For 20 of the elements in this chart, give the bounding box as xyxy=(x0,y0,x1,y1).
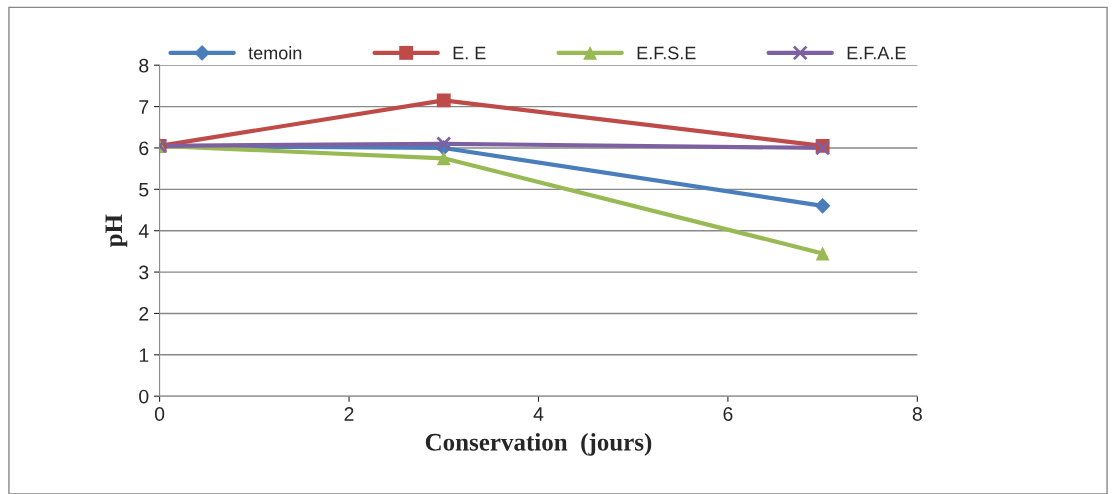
y-tick-label: 6 xyxy=(139,141,149,156)
y-axis-title: pH xyxy=(105,214,128,248)
y-tick-label: 4 xyxy=(138,224,149,238)
x-tick-label: 2 xyxy=(344,407,354,421)
x-tick-label: 4 xyxy=(533,407,544,421)
y-tick-label: 3 xyxy=(139,265,149,280)
y-tick-label: 2 xyxy=(139,306,149,321)
x-tick-label: 6 xyxy=(723,407,733,421)
x-tick-label: 8 xyxy=(912,407,922,421)
legend-label: temoin xyxy=(248,46,302,60)
y-tick-label: 5 xyxy=(139,182,149,197)
legend-label: E.F.A.E xyxy=(847,46,906,60)
y-tick-label: 7 xyxy=(139,100,149,114)
legend-label: E. E xyxy=(453,46,486,60)
y-tick-label: 0 xyxy=(139,389,149,404)
legend-label: E.F.S.E xyxy=(637,46,696,60)
y-tick-label: 8 xyxy=(139,58,149,73)
y-tick-label: 1 xyxy=(139,348,149,362)
x-tick-label: 0 xyxy=(154,407,165,421)
x-axis-title: Conservation (jours) xyxy=(425,433,652,456)
